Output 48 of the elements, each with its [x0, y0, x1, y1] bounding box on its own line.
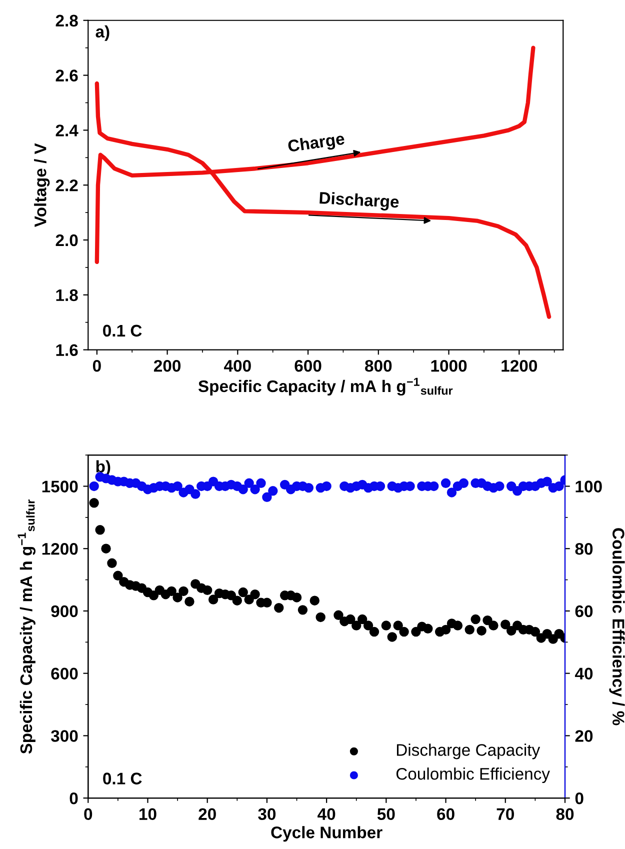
y-tick-label: 2.0	[56, 234, 78, 246]
y2-tick-label: 60	[575, 605, 593, 618]
legend-label: Discharge Capacity	[396, 744, 540, 760]
y-axis-title: Specific Capacity / mA h g$^{−1}$$_{sulfur}$	[18, 500, 36, 754]
x-tick-label: 400	[224, 360, 251, 372]
x-tick-label: 20	[198, 808, 216, 820]
y-axis-title: Voltage / V	[34, 143, 50, 227]
y-tick-label: 1.6	[56, 344, 78, 356]
x-tick-label: 1000	[431, 360, 467, 372]
x-tick-label: 70	[496, 808, 514, 820]
x-tick-label: 1200	[502, 360, 537, 372]
x-tick-label: 200	[154, 360, 181, 372]
legend-label: Coulombic Efficiency	[396, 768, 550, 784]
x-tick-label: 50	[377, 808, 395, 820]
annotation: Discharge	[319, 191, 400, 212]
x-tick-label: 60	[437, 808, 454, 820]
x-tick-label: 40	[318, 808, 336, 820]
y2-tick-label: 0	[575, 792, 584, 804]
y-tick-label: 600	[51, 668, 78, 680]
x-tick-label: 80	[556, 808, 574, 820]
y-tick-label: 300	[50, 730, 78, 742]
x-axis-title: Cycle Number	[271, 826, 382, 842]
y2-tick-label: 80	[575, 543, 593, 555]
y2-tick-label: 40	[574, 668, 593, 680]
x-tick-label: 600	[294, 360, 322, 372]
annotation: 0.1 C	[103, 324, 142, 337]
y-tick-label: 1200	[42, 543, 78, 555]
y2-tick-label: 20	[575, 730, 593, 742]
x-tick-label: 10	[140, 808, 156, 820]
y2-axis-title: Coulombic Efficiency / %	[609, 528, 625, 726]
y-tick-label: 2.4	[56, 124, 78, 136]
annotation: Charge	[288, 132, 346, 156]
y-tick-label: 2.8	[56, 14, 78, 27]
x-axis-title: Specific Capacity / mA h g$^{−1}$$_{sulfur}$	[198, 378, 453, 396]
y-tick-label: 2.2	[56, 179, 78, 192]
x-tick-label: 30	[258, 808, 276, 820]
y-tick-label: 2.6	[56, 70, 78, 82]
y-tick-label: 0	[70, 792, 78, 804]
y-tick-label: 1.8	[56, 289, 78, 302]
x-tick-label: 0	[92, 360, 101, 372]
y-tick-label: 900	[51, 605, 78, 618]
y-tick-label: 1500	[42, 480, 78, 492]
annotation: 0.1 C	[103, 772, 142, 784]
x-tick-label: 800	[365, 360, 392, 372]
annotation: b)	[96, 460, 110, 476]
annotation: a)	[96, 25, 110, 41]
x-tick-label: 0	[84, 808, 92, 820]
y2-tick-label: 100	[576, 480, 602, 492]
